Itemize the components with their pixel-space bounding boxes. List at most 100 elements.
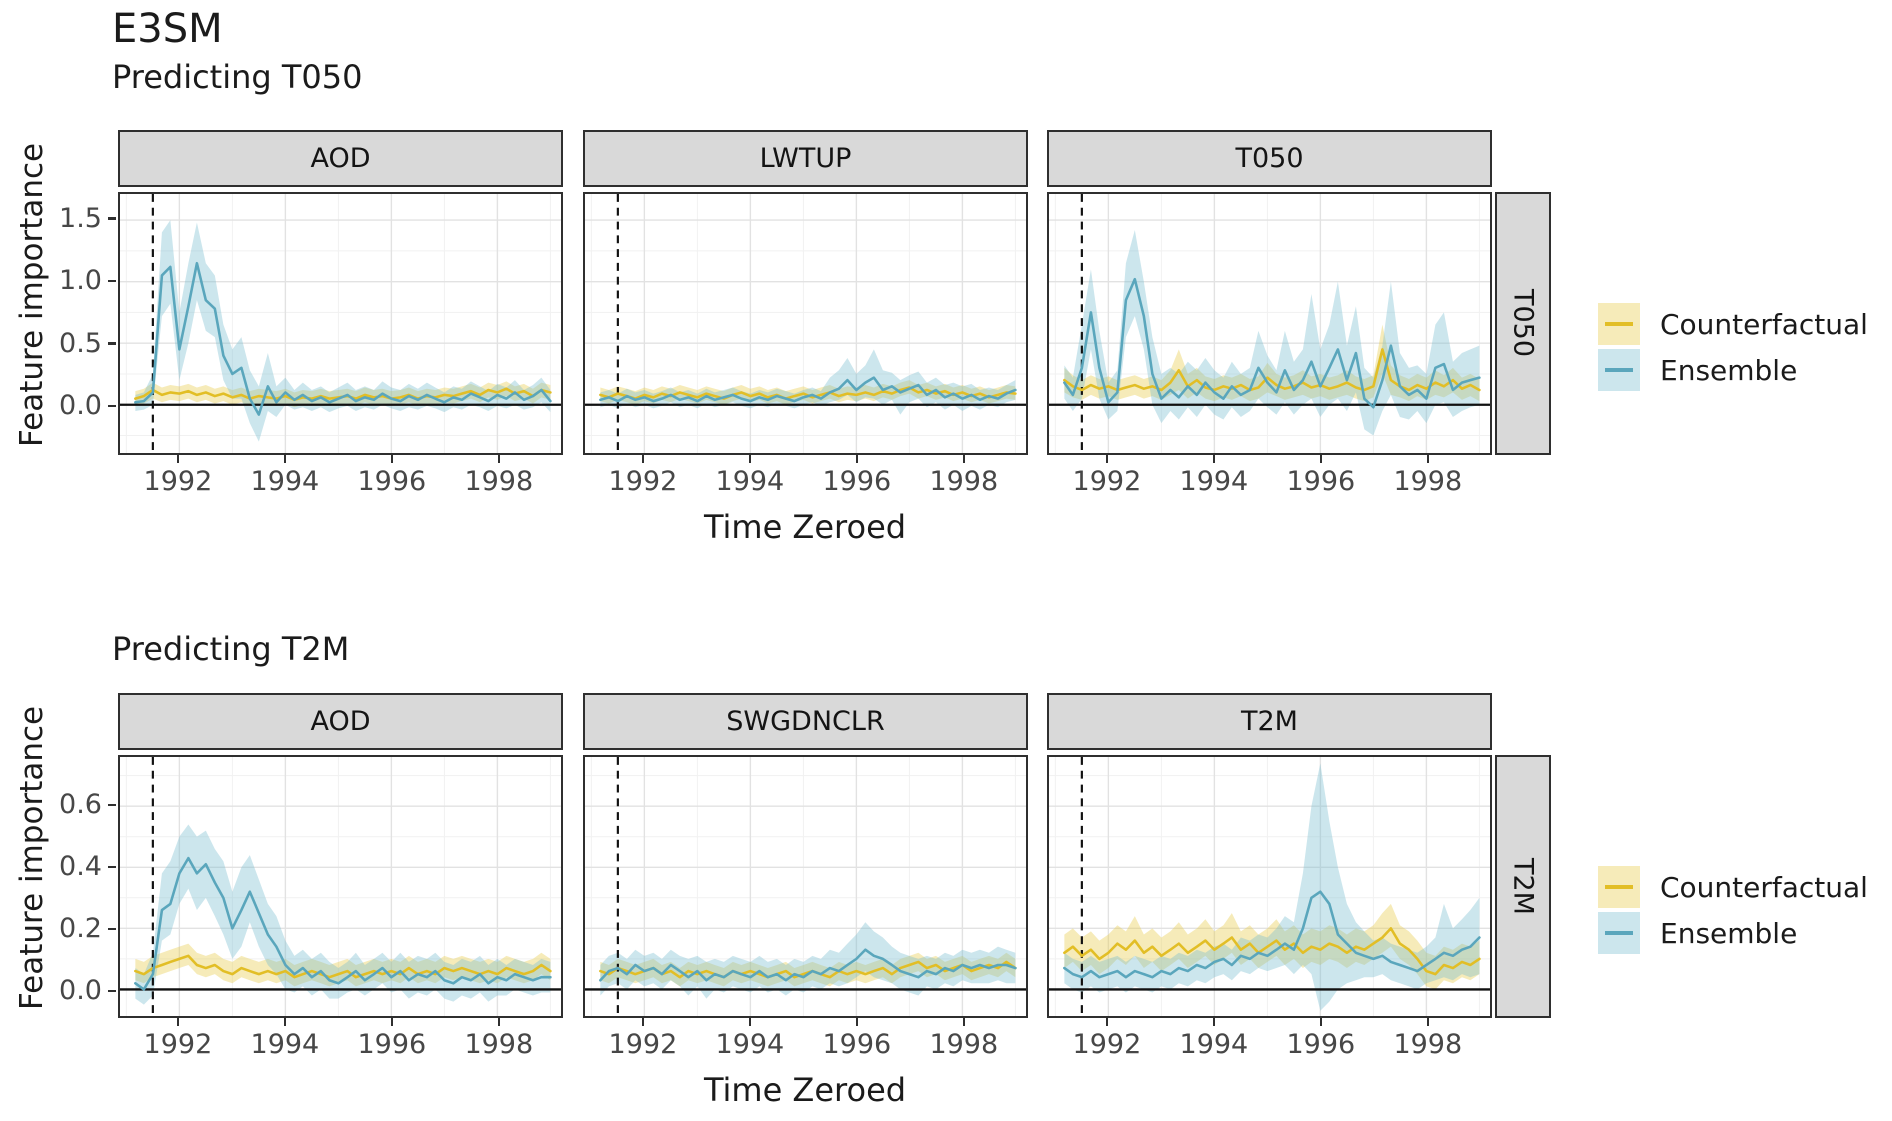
facet-row-t050: AOD 1992 1994 1996 1998 0.0 0.5 1.0 1.5 LWTUP 1992… <box>14 130 1892 570</box>
x-tick-label: 1994 <box>715 466 785 497</box>
facet-panel-lwtup <box>583 192 1028 455</box>
x-tick-label: 1992 <box>608 466 678 497</box>
x-tick-label: 1992 <box>1072 1029 1142 1060</box>
x-tick-mark <box>748 455 752 463</box>
y-tick-label: 0.6 <box>59 788 102 820</box>
y-tick-mark <box>108 989 116 993</box>
x-tick-mark <box>1212 1018 1216 1026</box>
facet-strip-aod: AOD <box>118 693 563 750</box>
x-tick-mark <box>1426 455 1429 463</box>
y-tick-mark <box>108 217 116 220</box>
legend-item-counterfactual: Counterfactual <box>1598 865 1868 909</box>
x-tick-mark <box>962 455 965 463</box>
x-tick-label: 1994 <box>1179 1029 1249 1060</box>
facet-panel-aod <box>118 192 563 455</box>
x-axis-title: Time Zeroed <box>703 1071 907 1109</box>
plot-area-lwtup <box>585 194 1026 453</box>
line-ensemble <box>1063 277 1481 409</box>
y-tick-label: 0.0 <box>59 390 102 421</box>
x-tick-mark <box>176 1018 180 1026</box>
facet-row-t2m: AOD 1992 1994 1996 1998 0.0 0.2 0.4 0.6 SWGDNCLR 1… <box>14 693 1892 1121</box>
row-subtitle-t2m: Predicting T2M <box>112 630 350 668</box>
x-tick-label: 1992 <box>608 1029 678 1060</box>
plot-area-t050 <box>1049 194 1490 453</box>
figure-title: E3SM <box>112 6 223 52</box>
y-tick-mark <box>108 342 116 345</box>
facet-panel-swgdnclr <box>583 755 1028 1018</box>
facet-strip-t2m: T2M <box>1047 693 1492 750</box>
row-subtitle-t050: Predicting T050 <box>112 58 363 96</box>
row-strip-t2m: T2M <box>1495 755 1551 1018</box>
legend-label: Counterfactual <box>1660 307 1868 341</box>
x-tick-mark <box>962 1018 965 1026</box>
plot-area-aod <box>120 194 561 453</box>
x-tick-mark <box>748 1018 752 1026</box>
x-tick-mark <box>1319 455 1323 463</box>
legend-key-line <box>1605 885 1633 889</box>
x-tick-label: 1998 <box>929 466 999 497</box>
x-tick-label: 1996 <box>1286 1029 1356 1060</box>
x-tick-label: 1998 <box>1393 1029 1463 1060</box>
y-axis-title: Feature importance <box>14 705 50 1011</box>
facet-strip-lwtup: LWTUP <box>583 130 1028 187</box>
legend-label: Counterfactual <box>1660 870 1868 904</box>
ribbon-ensemble <box>135 824 551 1005</box>
x-tick-label: 1992 <box>143 466 213 497</box>
legend-item-counterfactual: Counterfactual <box>1598 302 1868 346</box>
line-counterfactual <box>134 954 552 979</box>
y-tick-label: 0.5 <box>59 327 102 359</box>
line-ensemble <box>134 261 552 416</box>
x-tick-mark <box>1319 1018 1323 1026</box>
line-ensemble <box>134 856 552 991</box>
x-tick-label: 1998 <box>1393 466 1463 497</box>
x-tick-mark <box>283 455 287 463</box>
facet-strip-swgdnclr: SWGDNCLR <box>583 693 1028 750</box>
y-tick-label: 1.5 <box>59 202 102 234</box>
ribbon-ensemble <box>1064 763 1480 1011</box>
facet-panel-t050 <box>1047 192 1492 455</box>
y-tick-mark <box>108 865 116 869</box>
y-tick-mark <box>108 927 116 931</box>
x-tick-label: 1994 <box>250 1029 320 1060</box>
ribbon-counterfactual <box>135 943 551 987</box>
legend-key-line <box>1605 368 1633 372</box>
legend-label: Ensemble <box>1660 353 1798 387</box>
x-tick-mark <box>497 1018 500 1026</box>
facet-panel-t2m <box>1047 755 1492 1018</box>
legend-key-line <box>1605 931 1633 935</box>
x-tick-label: 1998 <box>464 1029 534 1060</box>
x-tick-label: 1996 <box>357 466 427 497</box>
legend-swatch-ensemble <box>1598 349 1640 391</box>
x-tick-label: 1992 <box>1072 466 1142 497</box>
x-tick-mark <box>641 1018 645 1026</box>
plot-area-swgdnclr <box>585 757 1026 1016</box>
x-tick-label: 1996 <box>357 1029 427 1060</box>
ribbon-ensemble <box>135 220 551 442</box>
legend-swatch-counterfactual <box>1598 303 1640 345</box>
y-tick-label: 1.0 <box>59 265 102 296</box>
legend-key-line <box>1605 322 1633 326</box>
y-tick-mark <box>108 279 116 283</box>
x-tick-mark <box>390 455 394 463</box>
legend-item-ensemble: Ensemble <box>1598 348 1868 392</box>
x-tick-label: 1996 <box>822 466 892 497</box>
x-tick-mark <box>283 1018 287 1026</box>
line-counterfactual <box>1063 927 1481 976</box>
legend: Counterfactual Ensemble <box>1598 865 1868 957</box>
x-tick-mark <box>1105 455 1109 463</box>
x-tick-label: 1994 <box>715 1029 785 1060</box>
y-tick-label: 0.2 <box>59 912 102 944</box>
row-strip-t050: T050 <box>1495 192 1551 455</box>
legend: Counterfactual Ensemble <box>1598 302 1868 394</box>
y-tick-mark <box>108 404 116 408</box>
legend-swatch-ensemble <box>1598 912 1640 954</box>
x-tick-label: 1994 <box>250 466 320 497</box>
x-tick-label: 1996 <box>1286 466 1356 497</box>
facet-panel-aod <box>118 755 563 1018</box>
x-tick-label: 1994 <box>1179 466 1249 497</box>
line-ensemble <box>1063 890 1481 979</box>
legend-swatch-counterfactual <box>1598 866 1640 908</box>
x-axis-title: Time Zeroed <box>703 508 907 546</box>
line-counterfactual <box>1063 348 1481 392</box>
